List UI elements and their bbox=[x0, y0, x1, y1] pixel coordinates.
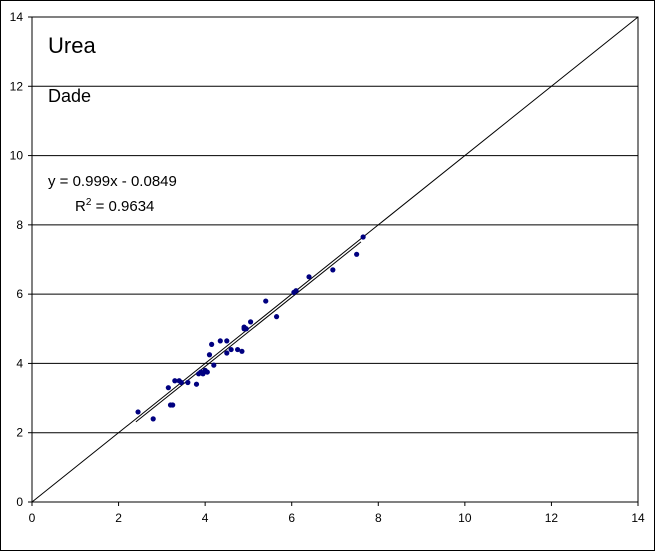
data-point bbox=[360, 234, 366, 240]
x-tick-label-12: 12 bbox=[545, 511, 559, 525]
data-point bbox=[224, 338, 230, 344]
data-point bbox=[247, 319, 254, 325]
data-point bbox=[170, 402, 176, 408]
data-point bbox=[185, 379, 191, 386]
y-tick-label-4: 4 bbox=[16, 356, 23, 370]
y-tick-label-8: 8 bbox=[16, 218, 23, 232]
data-point bbox=[354, 251, 360, 257]
y-tick-label-0: 0 bbox=[16, 495, 23, 509]
y-tick-label-12: 12 bbox=[10, 79, 24, 93]
data-point bbox=[306, 274, 312, 280]
chart-title: Urea bbox=[48, 33, 96, 58]
x-tick-label-14: 14 bbox=[631, 511, 645, 525]
data-point bbox=[193, 381, 200, 387]
r-squared-exponent: 2 bbox=[86, 197, 92, 208]
x-tick-label-0: 0 bbox=[29, 511, 36, 525]
data-point bbox=[206, 352, 213, 358]
x-tick-label-2: 2 bbox=[115, 511, 122, 525]
r-squared-label: R2 = 0.9634 bbox=[75, 197, 154, 215]
data-point bbox=[211, 362, 217, 368]
data-point bbox=[172, 378, 178, 384]
data-point bbox=[209, 341, 215, 347]
data-point bbox=[273, 314, 280, 320]
plot-area bbox=[31, 16, 639, 503]
x-tick-label-10: 10 bbox=[458, 511, 472, 525]
data-point bbox=[178, 379, 184, 386]
lines bbox=[31, 16, 639, 503]
axis-ticks: 0 2 4 6 8 10 12 14 0 2 4 6 8 10 12 14 bbox=[10, 10, 645, 525]
data-point bbox=[204, 369, 210, 375]
y-tick-label-2: 2 bbox=[16, 426, 23, 440]
y-tick-label-6: 6 bbox=[16, 287, 23, 301]
x-tick-label-6: 6 bbox=[288, 511, 295, 525]
x-tick-label-8: 8 bbox=[375, 511, 382, 525]
identity-line bbox=[31, 16, 639, 503]
data-point bbox=[263, 298, 269, 304]
trendline bbox=[135, 241, 362, 423]
x-tick-label-4: 4 bbox=[202, 511, 209, 525]
y-tick-label-10: 10 bbox=[10, 149, 24, 163]
data-point bbox=[150, 416, 156, 422]
y-tick-label-14: 14 bbox=[10, 10, 24, 24]
data-point bbox=[135, 409, 141, 415]
data-point bbox=[165, 385, 171, 391]
r-squared-prefix: R bbox=[75, 198, 86, 215]
data-point bbox=[243, 326, 249, 332]
trendline-equation: y = 0.999x - 0.0849 bbox=[48, 173, 177, 190]
data-point bbox=[224, 350, 230, 356]
data-point bbox=[330, 267, 336, 273]
data-point bbox=[293, 288, 299, 294]
data-point bbox=[235, 346, 241, 353]
grid-lines bbox=[32, 85, 638, 434]
data-point bbox=[228, 346, 234, 353]
chart-subtitle: Dade bbox=[48, 86, 91, 106]
r-squared-value: = 0.9634 bbox=[91, 198, 154, 215]
data-point bbox=[217, 338, 223, 344]
data-point bbox=[239, 348, 245, 354]
data-points bbox=[135, 234, 366, 422]
